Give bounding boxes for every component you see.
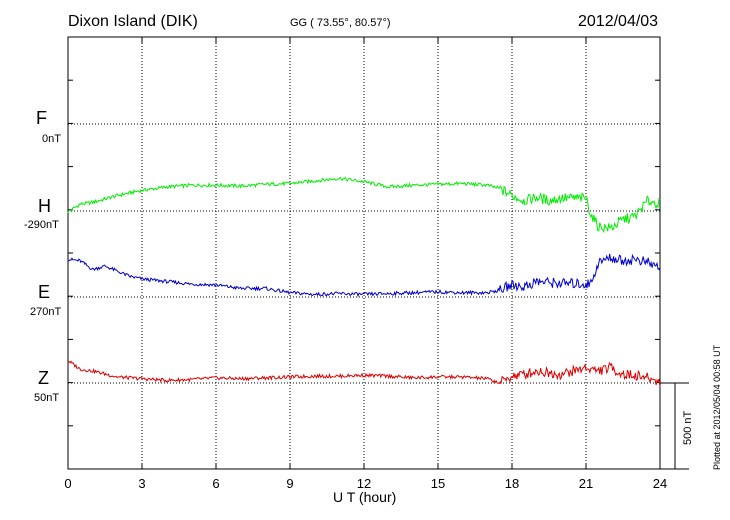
x-tick-label: 0: [64, 476, 71, 491]
x-axis-label: U T (hour): [333, 489, 397, 505]
series-line-z: [67, 360, 661, 388]
x-tick-label: 9: [286, 476, 293, 491]
x-tick-label: 6: [212, 476, 219, 491]
component-label-h: H: [38, 196, 51, 216]
x-tick-label: 24: [653, 476, 667, 491]
x-tick-label: 3: [138, 476, 145, 491]
component-baseline-f: 0nT: [42, 133, 61, 145]
scale-bar-label: 500 nT: [682, 410, 694, 445]
station-title: Dixon Island (DIK): [68, 13, 198, 30]
x-tick-label: 21: [579, 476, 593, 491]
plotted-timestamp: Plotted at 2012/05/04 00:58 UT: [712, 344, 722, 470]
component-baseline-h: -290nT: [24, 219, 59, 231]
component-baseline-z: 50nT: [34, 392, 60, 404]
station-coordinates: GG ( 73.55°, 80.57°): [290, 17, 391, 29]
x-tick-label: 15: [431, 476, 445, 491]
component-label-f: F: [36, 108, 47, 128]
series-line-h: [67, 176, 661, 234]
date-label: 2012/04/03: [578, 13, 659, 30]
component-baseline-e: 270nT: [30, 306, 62, 318]
component-label-z: Z: [38, 368, 49, 388]
x-tick-label: 18: [505, 476, 519, 491]
x-tick-label: 12: [357, 476, 371, 491]
series-line-e: [68, 253, 661, 298]
component-label-e: E: [38, 282, 51, 302]
